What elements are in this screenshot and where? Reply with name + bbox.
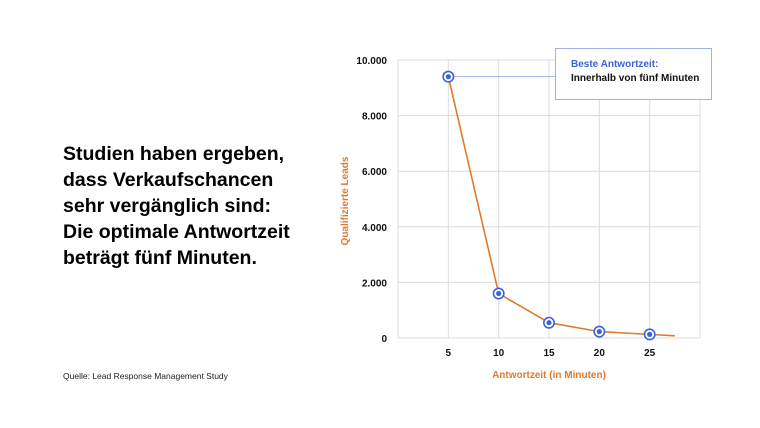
- headline: Studien haben ergeben, dass Verkaufschan…: [63, 141, 313, 271]
- data-point: [496, 290, 502, 297]
- x-tick-label: 15: [543, 348, 555, 359]
- headline-line: sehr vergänglich sind:: [63, 195, 272, 217]
- grid-lines: [397, 59, 701, 339]
- x-tick-label: 5: [446, 348, 452, 359]
- data-point: [445, 74, 451, 80]
- x-tick-label: 20: [594, 348, 606, 359]
- x-axis-title: Antwortzeit (in Minuten): [492, 370, 606, 381]
- y-axis-ticks: 0 2.000 4.000 6.000 8.000 10.000: [356, 56, 387, 345]
- y-tick-label: 8.000: [362, 112, 387, 123]
- data-point: [596, 329, 602, 335]
- y-tick-label: 2.000: [362, 278, 387, 289]
- source-note: Quelle: Lead Response Management Study: [63, 371, 228, 381]
- marker-layer: [442, 70, 656, 341]
- headline-line: dass Verkaufschancen: [63, 169, 274, 191]
- y-tick-label: 10.000: [356, 56, 387, 67]
- data-point: [546, 320, 552, 326]
- y-axis-title: Qualifizierte Leads: [340, 156, 351, 245]
- data-point: [647, 331, 653, 337]
- headline-line: Studien haben ergeben,: [63, 143, 285, 165]
- annotation-text: Innerhalb von fünf Minuten: [571, 73, 700, 84]
- headline-line: beträgt fünf Minuten.: [63, 247, 257, 269]
- y-tick-label: 6.000: [362, 167, 387, 178]
- y-tick-label: 0: [381, 334, 387, 345]
- x-tick-label: 25: [644, 348, 656, 359]
- y-tick-label: 4.000: [362, 223, 387, 234]
- x-axis-ticks: 5 10 15 20 25: [446, 348, 656, 359]
- annotation-title: Beste Antwortzeit:: [571, 59, 659, 70]
- annotation-box: Beste Antwortzeit: Innerhalb von fünf Mi…: [555, 48, 712, 100]
- x-tick-label: 10: [493, 348, 505, 359]
- headline-line: Die optimale Antwortzeit: [63, 221, 290, 243]
